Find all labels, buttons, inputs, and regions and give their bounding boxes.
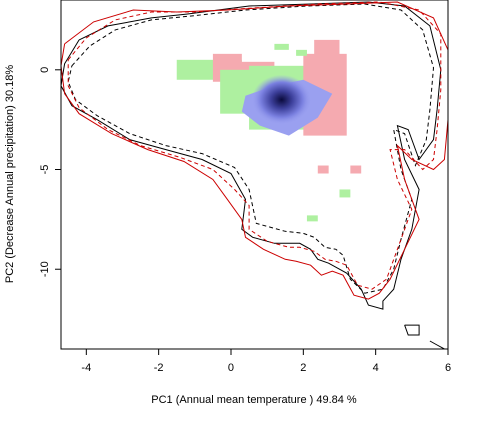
plot-area bbox=[61, 1, 448, 349]
contour-lines bbox=[61, 1, 448, 349]
overlap-patch-9 bbox=[325, 47, 336, 54]
native-niche bbox=[241, 74, 333, 136]
overlap-patch-10 bbox=[317, 165, 329, 174]
y-tick-label: 0 bbox=[39, 67, 51, 73]
y-axis: 0 -5 -10 bbox=[39, 67, 61, 277]
overlap-patch-12 bbox=[339, 189, 351, 198]
plot-frame bbox=[60, 0, 449, 350]
overlap-patch-8 bbox=[296, 49, 307, 56]
contour-line-2 bbox=[61, 1, 448, 300]
overlap-patch-11 bbox=[350, 165, 362, 174]
x-tick-label: 6 bbox=[445, 362, 451, 374]
x-axis: -4 -2 0 2 4 6 bbox=[81, 349, 451, 374]
x-axis-title: PC1 (Annual mean temperature ) 49.84 % bbox=[151, 394, 357, 406]
contour-line-5 bbox=[429, 340, 445, 349]
x-tick-label: 2 bbox=[300, 362, 306, 374]
y-tick-label: -10 bbox=[39, 261, 51, 277]
overlap-patch-6 bbox=[314, 39, 340, 90]
x-tick-label: 4 bbox=[373, 362, 379, 374]
density-core bbox=[251, 74, 312, 125]
contour-line-0 bbox=[61, 1, 442, 310]
overlap-patches bbox=[176, 39, 362, 222]
overlap-patch-7 bbox=[274, 43, 289, 50]
x-tick-label: -2 bbox=[154, 362, 164, 374]
y-axis-title: PC2 (Decrease Annual precipitation) 30.1… bbox=[4, 65, 16, 284]
contour-line-4 bbox=[404, 324, 420, 336]
x-tick-label: 0 bbox=[228, 362, 234, 374]
x-tick-label: -4 bbox=[81, 362, 91, 374]
overlap-patch-13 bbox=[306, 215, 318, 222]
y-tick-label: -5 bbox=[39, 165, 51, 175]
contour-line-1 bbox=[67, 3, 435, 294]
contour-line-3 bbox=[67, 1, 442, 290]
